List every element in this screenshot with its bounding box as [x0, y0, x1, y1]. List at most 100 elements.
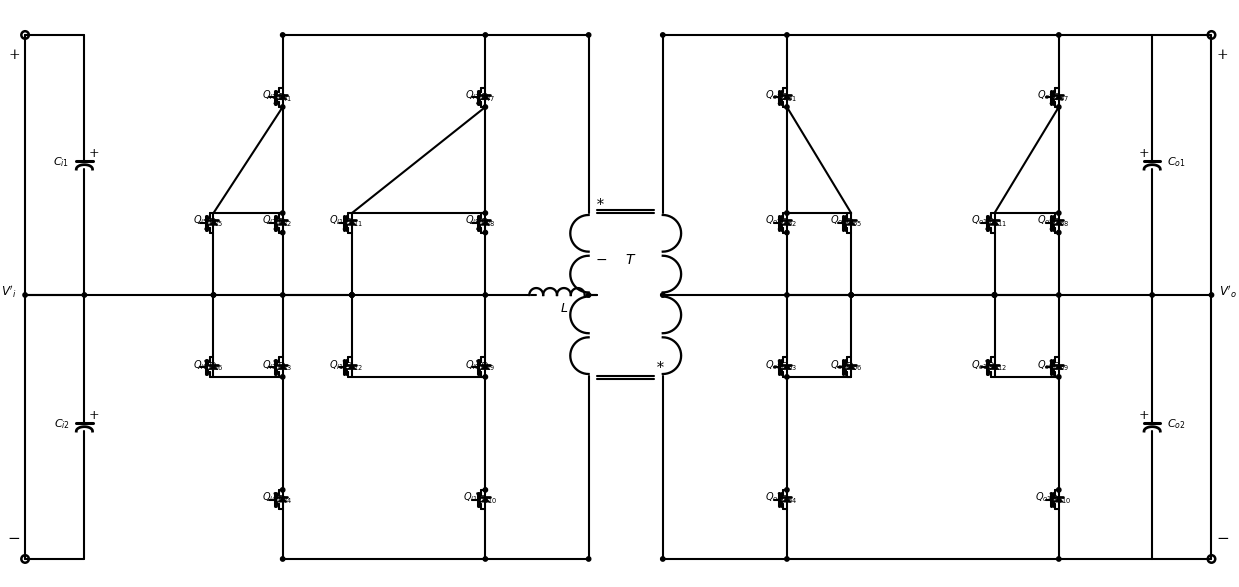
Circle shape [483, 33, 487, 37]
Circle shape [1057, 375, 1061, 379]
Circle shape [1057, 293, 1061, 297]
Text: $Q_{o5}$: $Q_{o5}$ [830, 214, 847, 227]
Circle shape [586, 33, 591, 37]
Text: $Q_{o12}$: $Q_{o12}$ [971, 358, 992, 372]
Text: $D_{i10}$: $D_{i10}$ [478, 494, 497, 506]
Circle shape [1057, 230, 1061, 235]
Text: $D_{o11}$: $D_{o11}$ [986, 217, 1007, 229]
Text: $D_{i1}$: $D_{i1}$ [278, 91, 292, 103]
Text: $D_{i11}$: $D_{i11}$ [344, 217, 363, 229]
Text: $C_{i2}$: $C_{i2}$ [53, 417, 69, 431]
Text: $Q_{o8}$: $Q_{o8}$ [1037, 214, 1054, 227]
Text: −: − [7, 532, 21, 546]
Text: $D_{i5}$: $D_{i5}$ [208, 217, 223, 229]
Polygon shape [347, 220, 357, 225]
Text: +: + [1139, 147, 1150, 160]
Text: $D_{o10}$: $D_{o10}$ [1051, 494, 1072, 506]
Text: $D_{o4}$: $D_{o4}$ [781, 494, 798, 506]
Text: +: + [9, 48, 20, 62]
Polygon shape [209, 365, 218, 370]
Text: $Q_{i2}$: $Q_{i2}$ [263, 214, 278, 227]
Text: $Q_{o7}$: $Q_{o7}$ [1037, 88, 1054, 102]
Polygon shape [782, 365, 792, 370]
Circle shape [483, 230, 487, 235]
Circle shape [349, 293, 354, 297]
Circle shape [784, 105, 789, 109]
Text: $D_{o12}$: $D_{o12}$ [986, 361, 1007, 373]
Polygon shape [846, 365, 856, 370]
Circle shape [349, 293, 354, 297]
Text: $D_{i8}$: $D_{i8}$ [479, 217, 494, 229]
Text: $D_{o3}$: $D_{o3}$ [781, 361, 798, 373]
Polygon shape [278, 220, 287, 225]
Circle shape [349, 293, 354, 297]
Circle shape [1057, 33, 1061, 37]
Text: $Q_{i8}$: $Q_{i8}$ [465, 214, 481, 227]
Polygon shape [990, 365, 999, 370]
Circle shape [483, 293, 487, 297]
Polygon shape [990, 220, 999, 225]
Polygon shape [782, 497, 792, 502]
Text: $D_{o7}$: $D_{o7}$ [1052, 91, 1069, 103]
Text: $D_{i3}$: $D_{i3}$ [278, 361, 292, 373]
Circle shape [784, 211, 789, 215]
Polygon shape [1054, 95, 1063, 100]
Text: −: − [1215, 532, 1229, 546]
Polygon shape [481, 497, 489, 502]
Text: $D_{i2}$: $D_{i2}$ [278, 217, 292, 229]
Circle shape [586, 557, 591, 561]
Text: $D_{i6}$: $D_{i6}$ [208, 361, 223, 373]
Text: $D_{o5}$: $D_{o5}$ [845, 217, 861, 229]
Circle shape [784, 293, 789, 297]
Text: $C_{o2}$: $C_{o2}$ [1167, 417, 1186, 431]
Circle shape [784, 488, 789, 492]
Polygon shape [1054, 497, 1063, 502]
Circle shape [849, 293, 854, 297]
Circle shape [1150, 293, 1155, 297]
Circle shape [1057, 557, 1061, 561]
Circle shape [280, 293, 285, 297]
Text: +: + [1139, 409, 1150, 421]
Polygon shape [278, 365, 287, 370]
Circle shape [1209, 293, 1214, 297]
Text: +: + [89, 147, 99, 160]
Polygon shape [846, 220, 856, 225]
Polygon shape [278, 95, 287, 100]
Text: $D_{i7}$: $D_{i7}$ [479, 91, 494, 103]
Circle shape [660, 557, 665, 561]
Polygon shape [1054, 220, 1063, 225]
Polygon shape [782, 220, 792, 225]
Circle shape [849, 293, 854, 297]
Circle shape [212, 293, 216, 297]
Circle shape [280, 375, 285, 379]
Circle shape [483, 557, 487, 561]
Text: *: * [657, 361, 663, 375]
Text: $C_{o1}$: $C_{o1}$ [1167, 155, 1186, 169]
Text: *: * [597, 198, 603, 212]
Text: $Q_{i7}$: $Q_{i7}$ [465, 88, 481, 102]
Text: $V'_i$: $V'_i$ [1, 284, 17, 301]
Circle shape [1057, 211, 1061, 215]
Polygon shape [481, 95, 489, 100]
Circle shape [784, 230, 789, 235]
Text: $Q_{i1}$: $Q_{i1}$ [263, 88, 278, 102]
Text: $V'_o$: $V'_o$ [1219, 284, 1238, 301]
Text: $Q_{i12}$: $Q_{i12}$ [330, 358, 349, 372]
Text: $L$: $L$ [560, 302, 567, 315]
Text: $D_{i12}$: $D_{i12}$ [344, 361, 363, 373]
Text: $Q_{o6}$: $Q_{o6}$ [830, 358, 847, 372]
Text: $D_{o6}$: $D_{o6}$ [845, 361, 862, 373]
Circle shape [280, 105, 285, 109]
Circle shape [483, 375, 487, 379]
Circle shape [280, 33, 285, 37]
Text: $D_{i9}$: $D_{i9}$ [479, 361, 494, 373]
Text: $Q_{i6}$: $Q_{i6}$ [193, 358, 208, 372]
Polygon shape [481, 220, 489, 225]
Circle shape [349, 293, 354, 297]
Text: $T$: $T$ [624, 253, 637, 267]
Text: −: − [595, 253, 607, 267]
Polygon shape [209, 220, 218, 225]
Polygon shape [347, 365, 357, 370]
Text: +: + [1217, 48, 1228, 62]
Circle shape [992, 293, 996, 297]
